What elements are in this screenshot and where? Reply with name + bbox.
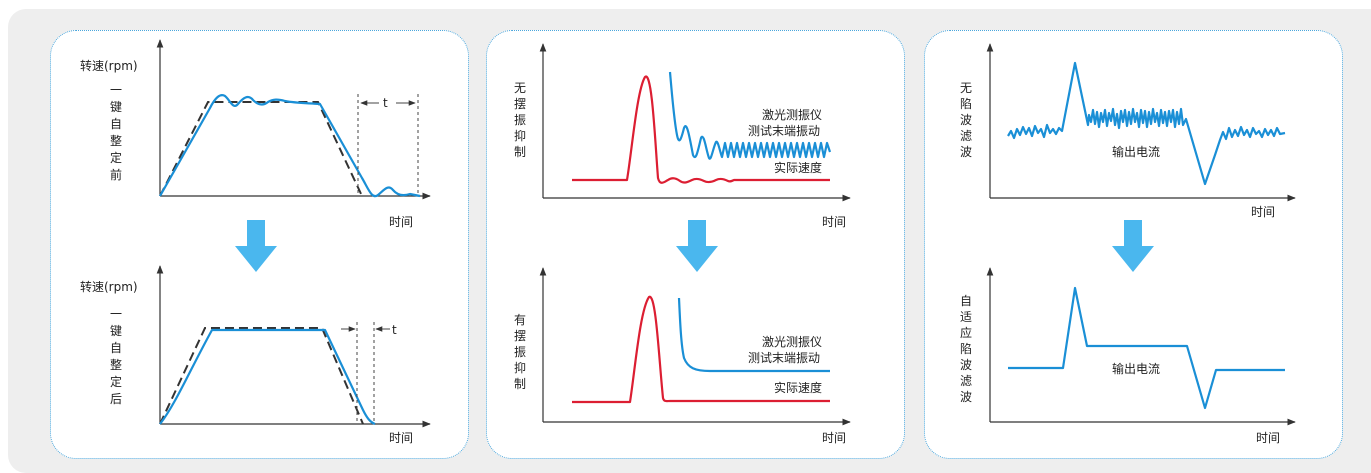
p3-bottom-side-char: 波	[960, 358, 972, 372]
p3-bottom-side-char: 滤	[960, 374, 972, 388]
p1-bottom-side-char: 键	[110, 324, 122, 338]
p3-top-side-char: 无	[960, 81, 972, 95]
p1-bottom-side-label: 一 键 自 整 定 后	[110, 307, 122, 406]
p1-top-graph: 转速(rpm) 时间 一 键 自 整 定 前 t	[80, 39, 431, 229]
p2-bottom-side-char: 摆	[514, 329, 526, 343]
p1-bottom-side-char: 整	[110, 357, 122, 372]
p1-bottom-reference-dashed	[159, 327, 364, 425]
p3-bottom-side-char: 自	[960, 294, 972, 308]
p2-top-side-char: 制	[514, 145, 526, 159]
p2-bottom-red-speed-curve	[572, 295, 830, 404]
p1-bottom-ylabel: 转速(rpm)	[80, 279, 138, 294]
p3-top-curve-label: 输出电流	[1112, 144, 1160, 159]
p1-top-xlabel: 时间	[389, 215, 413, 229]
p2-bottom-blue-vibration-curve	[677, 297, 830, 373]
p3-bottom-side-char: 陷	[960, 341, 972, 356]
p2-bottom-legend-blue-1: 激光测振仪	[762, 335, 822, 349]
p3-bottom-side-char: 应	[960, 325, 972, 340]
p3-top-side-label: 无 陷 波 滤 波	[960, 81, 972, 159]
p1-bottom-t-label: t	[392, 323, 397, 337]
p2-top-red-speed-curve	[572, 75, 830, 184]
p2-top-legend-red: 实际速度	[774, 160, 822, 175]
p1-top-side-label: 一 键 自 整 定 前	[110, 83, 122, 182]
p1-top-side-char: 前	[110, 167, 122, 182]
p3-top-side-char: 陷	[960, 96, 972, 111]
p2-top-side-label: 无 摆 振 抑 制	[514, 81, 526, 159]
p1-top-side-char: 整	[110, 133, 122, 148]
p1-top-side-char: 一	[110, 83, 122, 97]
p2-top-legend-blue-1: 激光测振仪	[762, 108, 822, 122]
p2-top-side-char: 振	[514, 113, 526, 127]
p2-bottom-side-label: 有 摆 振 抑 制	[514, 313, 526, 391]
p2-top-side-char: 摆	[514, 97, 526, 111]
p2-top-blue-vibration-curve	[668, 71, 832, 160]
p2-top-xlabel: 时间	[822, 215, 846, 229]
p1-top-speed-curve	[159, 94, 421, 198]
p1-bottom-speed-curve	[159, 328, 376, 426]
p2-top-side-char: 抑	[514, 128, 526, 143]
p2-bottom-side-char: 有	[514, 313, 526, 327]
p2-bottom-xlabel: 时间	[822, 431, 846, 445]
p3-bottom-xlabel: 时间	[1256, 431, 1280, 445]
p3-bottom-side-char: 适	[960, 310, 972, 324]
p1-top-side-char: 自	[110, 117, 122, 131]
p3-top-xlabel: 时间	[1251, 205, 1275, 219]
p1-bottom-side-char: 定	[110, 374, 122, 389]
p3-top-side-char: 波	[960, 145, 972, 159]
p3-top-side-char: 波	[960, 113, 972, 127]
p2-bottom-legend-blue-2: 测试末端振动	[748, 350, 820, 365]
p2-down-arrow-icon	[676, 220, 718, 272]
p1-bottom-side-char: 自	[110, 341, 122, 355]
p2-bottom-legend-red: 实际速度	[774, 380, 822, 395]
p3-bottom-graph: 时间 自 适 应 陷 波 滤 波 输出电流	[960, 267, 1296, 445]
p2-bottom-side-char: 抑	[514, 360, 526, 375]
p3-down-arrow-icon	[1112, 220, 1154, 272]
p3-top-side-char: 滤	[960, 129, 972, 143]
p1-top-ylabel: 转速(rpm)	[80, 58, 138, 73]
p3-bottom-side-char: 波	[960, 390, 972, 404]
p1-bottom-graph: 转速(rpm) 时间 一 键 自 整 定 后 t	[80, 265, 431, 445]
p2-top-legend-blue-2: 测试末端振动	[748, 123, 820, 138]
p1-bottom-side-char: 后	[110, 392, 122, 406]
p1-bottom-side-char: 一	[110, 307, 122, 321]
p3-bottom-current-curve	[1008, 286, 1285, 410]
p2-top-graph: 时间 无 摆 振 抑 制 激光测振仪 测试末端振动 实际速度	[514, 43, 851, 229]
p1-top-t-label: t	[383, 96, 388, 110]
p2-bottom-graph: 时间 有 摆 振 抑 制 激光测振仪 测试末端振动 实际速度	[514, 267, 851, 445]
p3-top-graph: 时间 无 陷 波 滤 波 输出电流	[960, 43, 1296, 219]
p1-top-side-char: 定	[110, 150, 122, 165]
p1-top-reference-dashed	[159, 101, 363, 197]
p2-bottom-side-char: 振	[514, 345, 526, 359]
p2-bottom-side-char: 制	[514, 377, 526, 391]
p2-top-side-char: 无	[514, 81, 526, 95]
p1-bottom-xlabel: 时间	[389, 431, 413, 445]
p3-bottom-curve-label: 输出电流	[1112, 361, 1160, 376]
p1-down-arrow-icon	[235, 220, 277, 272]
p3-top-current-curve	[1007, 61, 1286, 186]
p3-bottom-side-label: 自 适 应 陷 波 滤 波	[960, 294, 972, 404]
p1-top-side-char: 键	[110, 100, 122, 114]
